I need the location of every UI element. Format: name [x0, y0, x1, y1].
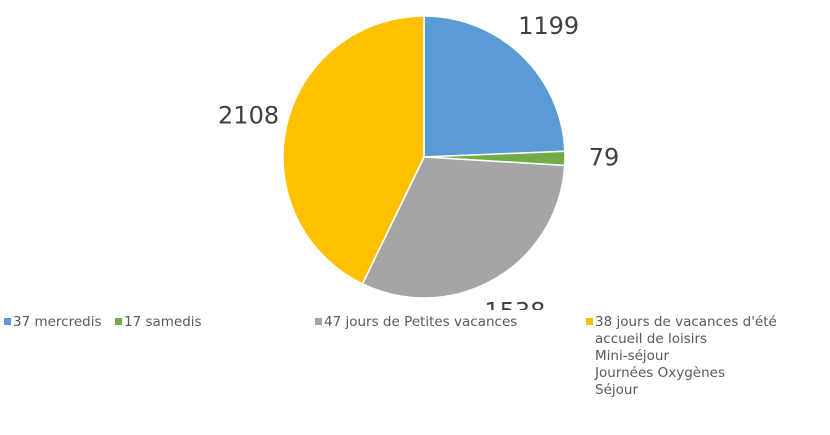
- legend-swatch: [315, 318, 322, 325]
- legend-label: 47 jours de Petites vacances: [324, 314, 518, 330]
- legend-label: 37 mercredis: [13, 314, 102, 330]
- legend-swatch: [115, 318, 122, 325]
- pie-slice: [361, 156, 566, 299]
- legend-swatch: [586, 318, 593, 325]
- data-label: 79: [589, 144, 620, 172]
- legend-label: 17 samedis: [124, 314, 202, 330]
- data-label: 1538: [484, 297, 545, 310]
- data-label: 1199: [518, 12, 579, 40]
- pie-slice: [423, 15, 566, 158]
- pie-area: 1199 79 1538 2108: [218, 12, 620, 310]
- legend-swatch: [4, 318, 11, 325]
- pie-slice: [282, 15, 425, 285]
- legend-label: 38 jours de vacances d'été accueil de lo…: [595, 314, 777, 398]
- data-label: 2108: [218, 102, 279, 130]
